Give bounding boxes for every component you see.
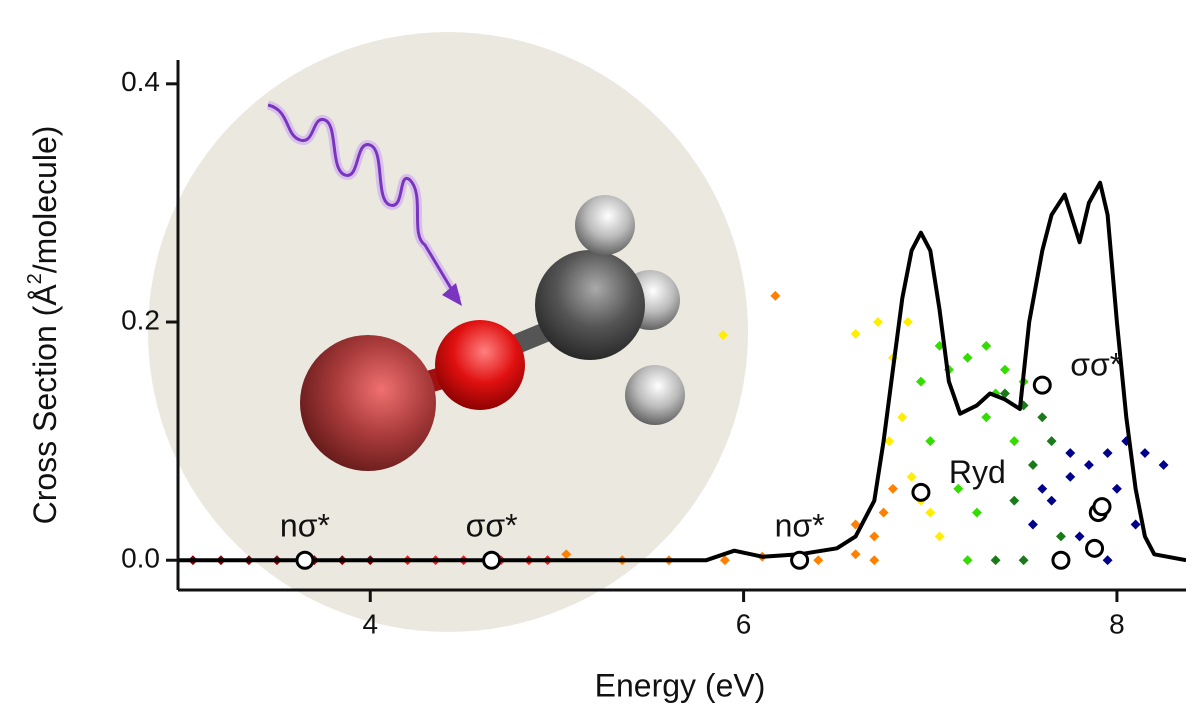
- scatter-point: [869, 555, 880, 566]
- state-label: nσ*: [280, 508, 330, 544]
- state-marker: [1032, 375, 1052, 395]
- scatter-point: [897, 412, 908, 423]
- scatter-point: [869, 531, 880, 542]
- scatter-point: [981, 340, 992, 351]
- state-marker: [1051, 550, 1071, 570]
- scatter-point: [962, 555, 973, 566]
- state-marker: [1092, 497, 1112, 517]
- scatter-point: [925, 436, 936, 447]
- scatter-point: [1139, 448, 1150, 458]
- scatter-point: [884, 436, 895, 447]
- illustration: [148, 32, 748, 632]
- scatter-point: [1027, 519, 1038, 530]
- scatter-point: [1102, 448, 1113, 458]
- scatter-point: [561, 549, 572, 560]
- scatter-point: [981, 412, 992, 423]
- scatter-point: [770, 290, 781, 301]
- scatter-point: [850, 549, 861, 560]
- scatter-point: [1055, 531, 1066, 542]
- scatter-point: [902, 317, 913, 327]
- scatter-point: [1111, 483, 1122, 494]
- scatter-point: [1027, 459, 1038, 470]
- y-tick-label: 0.0: [121, 543, 160, 574]
- scatter-point: [1046, 436, 1057, 447]
- scatter-point: [990, 555, 1001, 566]
- scatter-point: [850, 328, 861, 339]
- state-marker: [295, 550, 315, 570]
- x-tick-label: 4: [362, 608, 378, 639]
- scatter-point: [1083, 459, 1094, 470]
- scatter-point: [953, 483, 964, 494]
- state-label: nσ*: [775, 508, 825, 544]
- state-label: Ryd: [949, 454, 1006, 490]
- scatter-point: [1046, 495, 1057, 506]
- scatter-point: [999, 388, 1010, 399]
- plot-area: nσ* σσ* nσ* Ryd σσ*: [178, 180, 1186, 570]
- x-tick-label: 6: [736, 608, 752, 639]
- y-label-sup: 2: [24, 273, 46, 284]
- scatter-point: [915, 376, 926, 387]
- scatter-point: [1130, 519, 1141, 530]
- x-tick-label: 8: [1109, 608, 1125, 639]
- scatter-point: [1065, 471, 1076, 482]
- scatter-point: [1009, 436, 1020, 447]
- state-label: σσ*: [466, 508, 518, 544]
- scatter-point: [962, 352, 973, 363]
- y-tick-label: 0.2: [121, 304, 160, 335]
- scatter-point: [925, 507, 936, 518]
- scatter-point: [873, 317, 883, 327]
- state-label: σσ*: [1070, 347, 1122, 383]
- scatter-point: [813, 555, 824, 566]
- scatter-point: [1037, 412, 1048, 423]
- scatter-point: [906, 471, 917, 482]
- y-label-part: /molecule): [27, 126, 63, 274]
- scatter-point: [1037, 483, 1048, 494]
- scatter-point: [1074, 531, 1085, 542]
- state-marker: [1085, 538, 1105, 558]
- scatter-point: [719, 555, 730, 566]
- scatter-point: [1018, 555, 1029, 566]
- scatter-point: [1009, 495, 1020, 506]
- scatter-point: [1102, 555, 1113, 566]
- scatter-point: [1065, 448, 1076, 458]
- y-axis-label: Cross Section (Å2/molecule): [24, 126, 63, 525]
- scatter-point: [718, 330, 729, 341]
- scatter-point: [887, 483, 898, 494]
- scatter-point: [934, 531, 945, 542]
- scatter-point: [850, 519, 861, 530]
- y-label-part: Cross Section (Å: [27, 284, 63, 525]
- state-marker: [911, 482, 931, 502]
- scatter-point: [1158, 459, 1169, 470]
- y-tick-label: 0.4: [121, 66, 160, 97]
- scatter-point: [878, 507, 889, 518]
- scatter-point: [971, 507, 982, 518]
- x-axis-label: Energy (eV): [595, 667, 766, 703]
- scatter-point: [999, 364, 1010, 375]
- state-marker: [482, 550, 502, 570]
- state-marker: [790, 550, 810, 570]
- spectrum-line: [178, 180, 1186, 563]
